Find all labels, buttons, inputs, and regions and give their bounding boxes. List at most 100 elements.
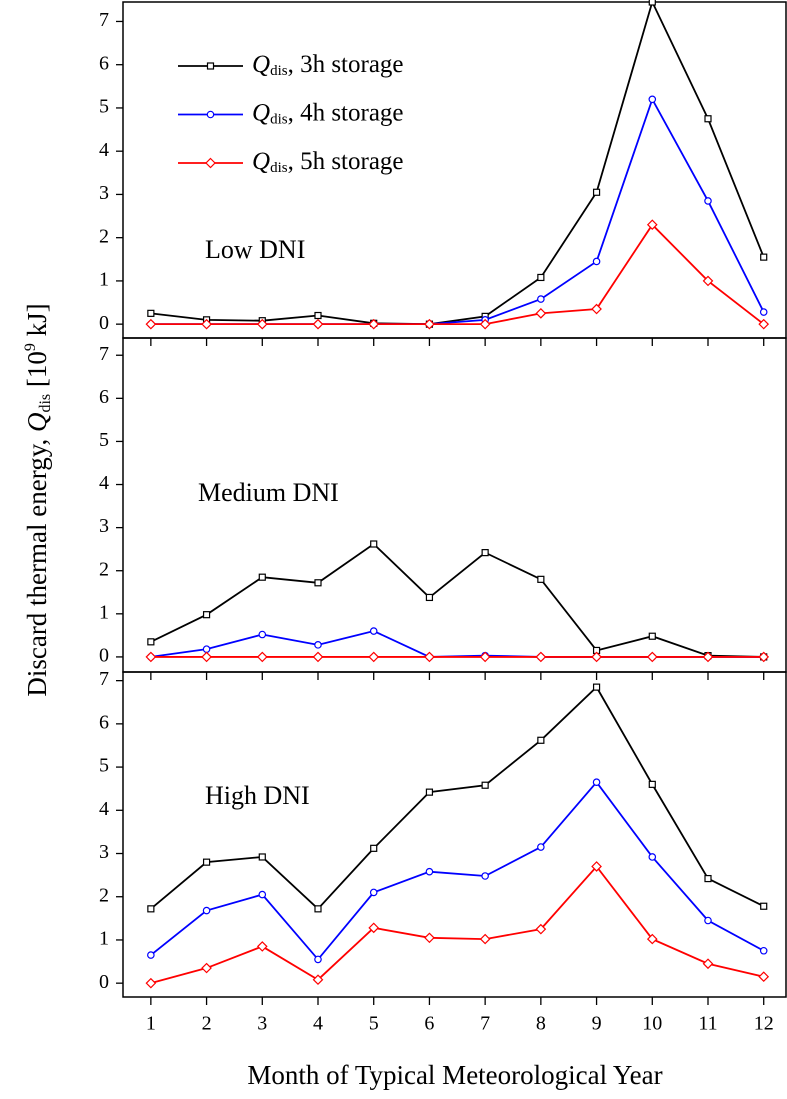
y-tick-label: 7	[99, 343, 109, 365]
marker	[202, 645, 211, 653]
marker	[145, 318, 157, 330]
marker	[591, 651, 602, 663]
marker	[147, 309, 155, 317]
marker	[481, 872, 489, 880]
marker	[258, 890, 267, 899]
x-tick-label: 6	[424, 1013, 434, 1035]
marker	[479, 651, 491, 663]
legend-text-part: dis	[270, 160, 288, 176]
marker	[258, 853, 266, 861]
legend-label: Qdis, 4h storage	[252, 99, 404, 128]
marker	[314, 311, 322, 320]
marker	[758, 651, 770, 663]
y-tick-label: 2	[99, 558, 109, 580]
x-axis-label: Month of Typical Meteorological Year	[247, 1060, 662, 1090]
marker	[535, 651, 547, 663]
marker	[479, 933, 491, 945]
y-tick-label: 5	[99, 755, 109, 777]
y-label-exponent: 9	[22, 343, 39, 351]
marker	[202, 858, 211, 866]
y-axis-label: Discard thermal energy, Qdis [109 kJ]	[22, 303, 54, 696]
y-tick-label: 2	[99, 225, 109, 247]
plot-frame	[122, 671, 787, 998]
marker	[481, 781, 489, 789]
panel-annotation: Low DNI	[205, 235, 305, 264]
marker	[648, 0, 656, 6]
x-tick-label: 5	[369, 1013, 379, 1035]
marker	[646, 219, 658, 231]
x-tick-label: 9	[592, 1013, 602, 1035]
y-tick-label: 5	[99, 429, 109, 451]
marker	[758, 971, 770, 983]
marker	[537, 843, 545, 851]
marker	[256, 318, 268, 330]
marker	[312, 974, 324, 986]
x-tick-label: 7	[480, 1013, 490, 1035]
marker	[205, 157, 216, 169]
y-label-subscript: dis	[37, 394, 54, 413]
marker	[202, 906, 211, 915]
x-tick-label: 12	[754, 1013, 774, 1035]
marker	[702, 958, 714, 970]
marker	[646, 933, 658, 945]
marker	[479, 318, 491, 330]
marker	[424, 318, 435, 330]
marker	[147, 638, 155, 646]
marker	[702, 651, 714, 663]
marker	[481, 549, 489, 557]
panel-annotation: Medium DNI	[198, 478, 339, 507]
series-line	[150, 0, 765, 326]
y-tick-label: 1	[99, 601, 109, 623]
x-tick-label: 10	[642, 1013, 662, 1035]
y-tick-label: 0	[99, 312, 109, 334]
marker	[592, 188, 601, 196]
marker	[201, 962, 212, 974]
marker	[704, 197, 712, 205]
y-tick-label: 2	[99, 884, 109, 906]
marker	[704, 874, 712, 883]
marker	[759, 308, 768, 316]
y-tick-label: 3	[99, 182, 109, 204]
y-tick-label: 3	[99, 841, 109, 863]
y-label-unit: kJ]	[22, 303, 52, 343]
marker	[592, 683, 601, 691]
legend-text-part: Q	[252, 99, 270, 126]
marker	[759, 946, 768, 955]
marker	[314, 905, 322, 913]
marker	[312, 651, 324, 663]
y-tick-label: 6	[99, 52, 109, 74]
marker	[648, 632, 656, 640]
marker	[704, 115, 712, 123]
series-line	[150, 685, 765, 911]
x-tick-label: 2	[202, 1013, 212, 1035]
marker	[535, 923, 547, 935]
marker	[206, 110, 215, 119]
marker	[314, 579, 322, 587]
marker	[648, 780, 656, 788]
marker	[369, 888, 378, 897]
x-tick-label: 3	[257, 1013, 267, 1035]
marker	[314, 955, 322, 964]
marker	[646, 651, 658, 663]
marker	[425, 593, 434, 602]
marker	[368, 922, 380, 934]
marker	[758, 318, 770, 330]
marker	[147, 951, 155, 959]
marker	[145, 977, 157, 989]
legend-label: Qdis, 3h storage	[252, 51, 404, 80]
marker	[201, 651, 212, 663]
marker	[425, 867, 434, 876]
marker	[202, 611, 211, 619]
marker	[258, 630, 267, 639]
marker	[425, 788, 434, 796]
y-tick-label: 4	[99, 139, 109, 161]
marker	[537, 575, 545, 583]
y-tick-label: 6	[99, 386, 109, 408]
legend-label: Qdis, 5h storage	[252, 148, 404, 177]
y-tick-label: 7	[99, 9, 109, 31]
series-line	[150, 780, 765, 961]
marker	[258, 573, 266, 581]
marker	[591, 861, 602, 872]
legend-text-part: dis	[270, 63, 288, 79]
y-tick-label: 6	[99, 711, 109, 733]
